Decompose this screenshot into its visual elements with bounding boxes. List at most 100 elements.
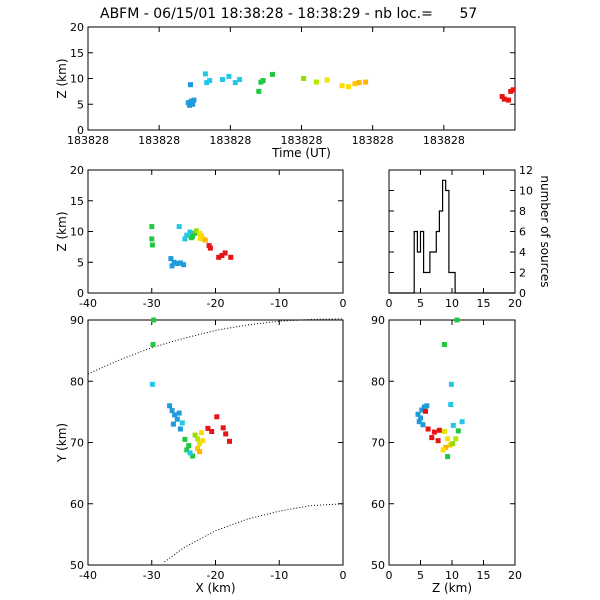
y-tick-label: 90 xyxy=(70,314,84,327)
source-point xyxy=(177,260,183,266)
source-point xyxy=(431,429,437,435)
source-point xyxy=(260,78,266,84)
y-tick-label: 10 xyxy=(70,73,84,86)
y-tick-label: 0 xyxy=(77,287,84,300)
y-tick-label: 70 xyxy=(371,437,385,450)
source-point xyxy=(187,450,193,456)
source-point xyxy=(169,263,175,269)
x-tick-label: 5 xyxy=(417,297,424,310)
source-point xyxy=(195,436,201,442)
source-point xyxy=(174,261,180,266)
source-point xyxy=(181,262,187,268)
source-point xyxy=(226,73,232,79)
source-point xyxy=(220,77,225,82)
source-point xyxy=(191,97,197,103)
x-tick-label: -10 xyxy=(270,569,288,582)
source-point xyxy=(237,77,243,82)
source-point xyxy=(418,415,423,421)
x-tick-label: -40 xyxy=(79,569,97,582)
source-point xyxy=(188,82,193,88)
source-point xyxy=(222,250,228,256)
source-point xyxy=(199,430,204,436)
source-point xyxy=(219,253,225,258)
source-point xyxy=(182,236,188,242)
x-tick-label: 15 xyxy=(477,297,491,310)
source-point xyxy=(436,427,442,433)
source-point xyxy=(171,259,177,265)
source-point xyxy=(445,436,451,442)
x-axis-label: Time (UT) xyxy=(271,146,331,160)
source-point xyxy=(186,443,192,449)
source-point xyxy=(270,71,275,77)
y-tick-label: 10 xyxy=(519,185,533,198)
xz-panel: 0 5 10 15 20 -40 -30 -20 -10 0 Z (km) xyxy=(55,164,347,310)
source-point xyxy=(499,94,505,99)
source-point xyxy=(420,422,426,428)
x-tick-label: 15 xyxy=(477,569,491,582)
source-point xyxy=(450,441,456,447)
y-tick-label: 15 xyxy=(70,47,84,60)
source-point xyxy=(200,438,206,444)
y-tick-label: 60 xyxy=(371,498,385,511)
source-point xyxy=(419,407,425,413)
xy-panel: 50 60 70 80 90 -40 -30 -20 -10 0 X (km) Y (km) xyxy=(55,314,347,595)
source-point xyxy=(149,381,155,387)
source-point xyxy=(441,342,447,347)
source-point xyxy=(202,237,208,243)
source-point xyxy=(190,453,196,459)
y-tick-label: 2 xyxy=(519,267,526,280)
source-point xyxy=(149,242,155,248)
source-point xyxy=(363,79,369,85)
y-axis-label: Z (km) xyxy=(55,58,69,98)
source-point xyxy=(223,431,229,437)
y-tick-label: 70 xyxy=(70,437,84,450)
y-axis-label: Y (km) xyxy=(55,423,69,463)
x-tick-label: 0 xyxy=(340,569,347,582)
source-point xyxy=(197,235,203,241)
y-tick-label: 8 xyxy=(519,205,526,218)
source-point xyxy=(184,447,190,453)
source-point xyxy=(207,78,213,84)
x-tick-label: 0 xyxy=(386,569,393,582)
y-tick-label: 20 xyxy=(70,164,84,177)
source-point xyxy=(187,229,193,235)
source-point xyxy=(207,245,213,251)
source-point xyxy=(445,454,451,460)
x-tick-label: 183828 xyxy=(209,134,251,147)
x-tick-label: -40 xyxy=(79,297,97,310)
x-tick-label: -30 xyxy=(143,569,161,582)
source-point xyxy=(204,80,210,86)
source-point xyxy=(177,426,183,432)
xz-frame xyxy=(87,169,344,294)
y-tick-label: 50 xyxy=(371,559,385,572)
xy-frame xyxy=(87,319,344,566)
source-point xyxy=(501,96,507,102)
source-point xyxy=(441,429,447,434)
x-tick-label: -30 xyxy=(143,297,161,310)
source-point xyxy=(192,432,198,438)
source-point xyxy=(197,441,203,447)
histogram-step-line xyxy=(389,179,515,294)
y-axis-label: Z (km) xyxy=(55,211,69,251)
source-point xyxy=(170,421,176,427)
y-tick-label: 80 xyxy=(70,375,84,388)
histogram-frame xyxy=(388,169,516,294)
y-tick-label: 0 xyxy=(77,124,84,137)
source-point xyxy=(429,435,435,441)
y-tick-label: 5 xyxy=(77,98,84,111)
source-point xyxy=(256,88,262,94)
y-axis-label: number of sources xyxy=(538,175,552,287)
source-point xyxy=(435,438,441,444)
x-tick-label: 20 xyxy=(508,569,522,582)
source-point xyxy=(172,412,178,418)
source-point xyxy=(202,71,208,77)
y-tick-label: 20 xyxy=(70,21,84,34)
source-point xyxy=(190,233,196,239)
source-point xyxy=(423,408,428,414)
y-tick-label: 50 xyxy=(70,559,84,572)
source-point xyxy=(510,87,516,93)
source-point xyxy=(301,76,307,81)
source-point xyxy=(424,403,430,409)
